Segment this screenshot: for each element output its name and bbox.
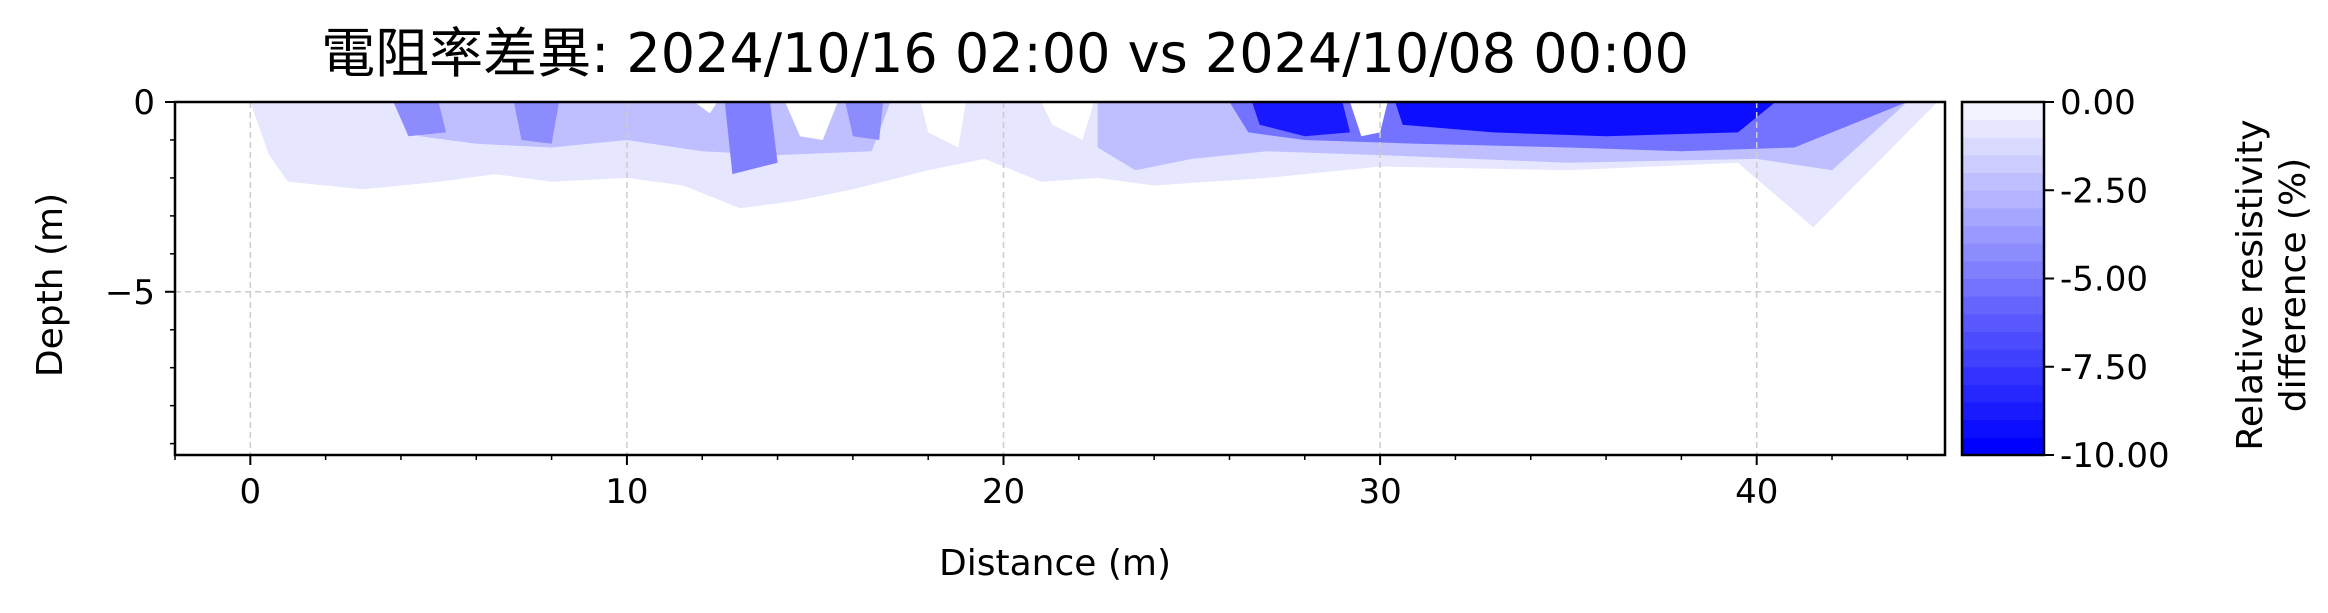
colorbar-level [1962, 366, 2044, 385]
colorbar-tick-label: -2.50 [2060, 171, 2148, 211]
contour-region-spot-7 [513, 102, 560, 144]
axes: 0 10 20 30 40 0 −5 [105, 83, 1947, 512]
colorbar-tick-label: 0.00 [2060, 83, 2136, 123]
x-tick-label: 10 [605, 472, 648, 512]
colorbar-level [1962, 154, 2044, 174]
colorbar-level [1962, 190, 2044, 209]
contour-region-hole-14-16 [785, 102, 838, 140]
colorbar-tick-label: -5.00 [2060, 260, 2148, 300]
contour-region-hole-21-22 [1041, 102, 1094, 140]
x-tick-label: 0 [239, 472, 261, 512]
y-axis-label: Depth (m) [30, 193, 71, 377]
contour-region-core-27-29 [1252, 102, 1350, 137]
contour-region-spot-16 [845, 102, 883, 140]
colorbar: 0.00 -2.50 -5.00 -7.50 -10.00 [1960, 83, 2170, 476]
contour-region-hole-18-19 [920, 102, 966, 148]
colorbar-level [1962, 437, 2044, 456]
colorbar-level [1962, 331, 2044, 350]
colorbar-tick-label: -10.00 [2060, 436, 2170, 476]
colorbar-level [1962, 102, 2044, 121]
colorbar-level [1962, 278, 2044, 297]
colorbar-level [1962, 243, 2044, 262]
colorbar-level [1962, 349, 2044, 368]
y-tick-label: −5 [105, 273, 155, 313]
chart-title: 電阻率差異: 2024/10/16 02:00 vs 2024/10/08 00… [321, 22, 1689, 85]
x-tick-label: 20 [982, 472, 1025, 512]
contour-region-hole-29-30 [1350, 102, 1388, 137]
colorbar-level [1962, 119, 2044, 138]
contour-region-hole-11 [694, 102, 718, 114]
colorbar-level [1962, 402, 2044, 421]
contour-region-core-30-40 [1395, 102, 1776, 137]
colorbar-level [1962, 384, 2044, 403]
colorbar-level [1962, 137, 2044, 156]
colorbar-level [1962, 172, 2044, 191]
colorbar-label-line2: difference (%) [2273, 158, 2314, 412]
colorbar-label-line1: Relative resistivity [2230, 119, 2271, 450]
colorbar-tick-label: -7.50 [2060, 348, 2148, 388]
contour-region-spot-13 [724, 102, 778, 175]
x-axis-label: Distance (m) [939, 543, 1171, 584]
colorbar-level [1962, 260, 2044, 279]
plot-frame [173, 100, 1947, 457]
colorbar-level [1962, 419, 2044, 438]
x-tick-label: 40 [1735, 472, 1778, 512]
colorbar-level [1962, 313, 2044, 332]
colorbar-level [1962, 296, 2044, 315]
x-tick-label: 30 [1358, 472, 1401, 512]
plot-area [250, 102, 1938, 228]
contour-region-spot-4 [393, 102, 447, 137]
colorbar-level [1962, 225, 2044, 244]
y-tick-label: 0 [133, 83, 155, 123]
colorbar-level [1962, 207, 2044, 227]
